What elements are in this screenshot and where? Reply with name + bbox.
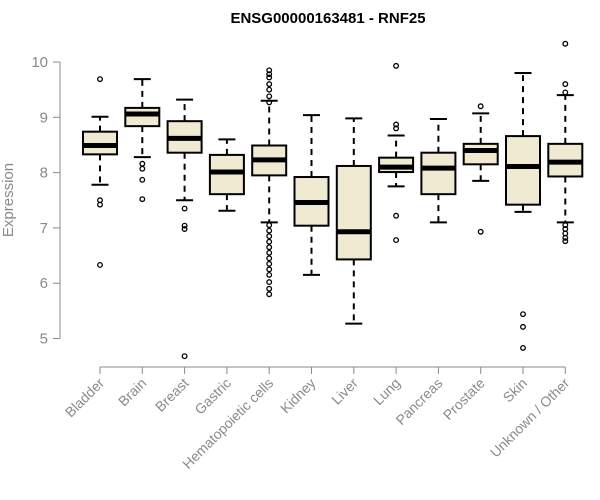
- y-axis-label: Expression: [0, 163, 17, 237]
- outlier-point: [393, 212, 400, 219]
- outlier-point: [181, 205, 188, 212]
- chart-title: ENSG00000163481 - RNF25: [230, 10, 425, 27]
- box-unknown-other: [547, 40, 584, 245]
- outlier-point: [266, 93, 273, 100]
- iqr-box: [462, 142, 499, 166]
- outlier-point: [266, 71, 273, 78]
- outlier-point: [266, 285, 273, 292]
- outlier-point: [97, 76, 103, 83]
- outlier-point: [520, 311, 526, 318]
- outlier-point: [266, 86, 273, 93]
- y-tick-label: 6: [40, 275, 48, 292]
- box-hematopoietic-cells: [251, 67, 288, 298]
- outlier-point: [266, 266, 273, 273]
- y-tick-label: 5: [40, 331, 48, 348]
- outlier-point: [266, 271, 273, 278]
- box-bladder: [82, 76, 118, 268]
- iqr-box: [335, 164, 372, 261]
- outlier-point: [139, 165, 146, 172]
- outlier-point: [393, 125, 400, 132]
- x-tick-label: Lung: [370, 375, 403, 408]
- outlier-point: [266, 222, 273, 229]
- box-prostate: [462, 103, 499, 235]
- box-lung: [378, 62, 415, 244]
- box-skin: [505, 72, 541, 351]
- x-tick-label: Pancreas: [392, 375, 445, 428]
- outlier-point: [266, 238, 273, 245]
- y-tick-label: 10: [31, 54, 48, 71]
- iqr-box: [124, 106, 161, 128]
- outlier-point: [266, 244, 273, 251]
- x-tick-label: Liver: [328, 375, 361, 408]
- x-tick-label: Breast: [152, 375, 192, 415]
- outlier-point: [562, 222, 569, 229]
- outlier-point: [181, 226, 188, 232]
- outlier-point: [266, 249, 273, 256]
- outlier-point: [266, 99, 273, 106]
- outlier-point: [520, 344, 526, 351]
- outlier-point: [139, 176, 146, 183]
- y-tick-label: 9: [40, 109, 48, 126]
- iqr-box: [420, 151, 457, 196]
- outlier-point: [181, 353, 188, 360]
- x-tick-label: Kidney: [277, 375, 319, 417]
- box-breast: [166, 98, 203, 360]
- outlier-point: [393, 237, 400, 244]
- outlier-point: [266, 81, 273, 88]
- box-kidney: [293, 114, 330, 276]
- outlier-point: [562, 89, 569, 96]
- x-tick-label: Unknown / Other: [487, 375, 573, 461]
- outlier-point: [393, 62, 400, 69]
- y-tick-label: 7: [40, 220, 48, 237]
- outlier-point: [181, 222, 188, 229]
- box-liver: [335, 117, 372, 325]
- outlier-point: [266, 255, 273, 262]
- box-brain: [124, 78, 161, 203]
- outlier-point: [266, 67, 273, 74]
- box-pancreas: [420, 117, 457, 224]
- outlier-point: [562, 238, 569, 245]
- x-tick-label: Skin: [500, 375, 531, 406]
- outlier-point: [562, 234, 569, 241]
- outlier-point: [97, 201, 103, 208]
- outlier-point: [97, 262, 103, 268]
- outlier-point: [266, 74, 273, 81]
- x-tick-label: Prostate: [440, 375, 488, 423]
- box-gastric: [208, 138, 245, 212]
- iqr-box: [505, 135, 541, 206]
- outlier-point: [139, 160, 146, 167]
- outlier-point: [266, 233, 273, 240]
- x-tick-label: Brain: [115, 375, 149, 409]
- outlier-point: [562, 40, 569, 47]
- outlier-point: [266, 260, 273, 267]
- outlier-point: [266, 227, 273, 234]
- outlier-point: [520, 323, 526, 330]
- x-tick-label: Bladder: [62, 375, 108, 421]
- outlier-point: [477, 228, 484, 235]
- y-tick-label: 8: [40, 165, 48, 182]
- outlier-point: [477, 103, 484, 110]
- plot-area: [82, 40, 584, 360]
- outlier-point: [266, 279, 273, 286]
- outlier-point: [139, 196, 146, 203]
- outlier-point: [266, 291, 273, 298]
- outlier-point: [393, 121, 400, 128]
- outlier-point: [562, 81, 569, 88]
